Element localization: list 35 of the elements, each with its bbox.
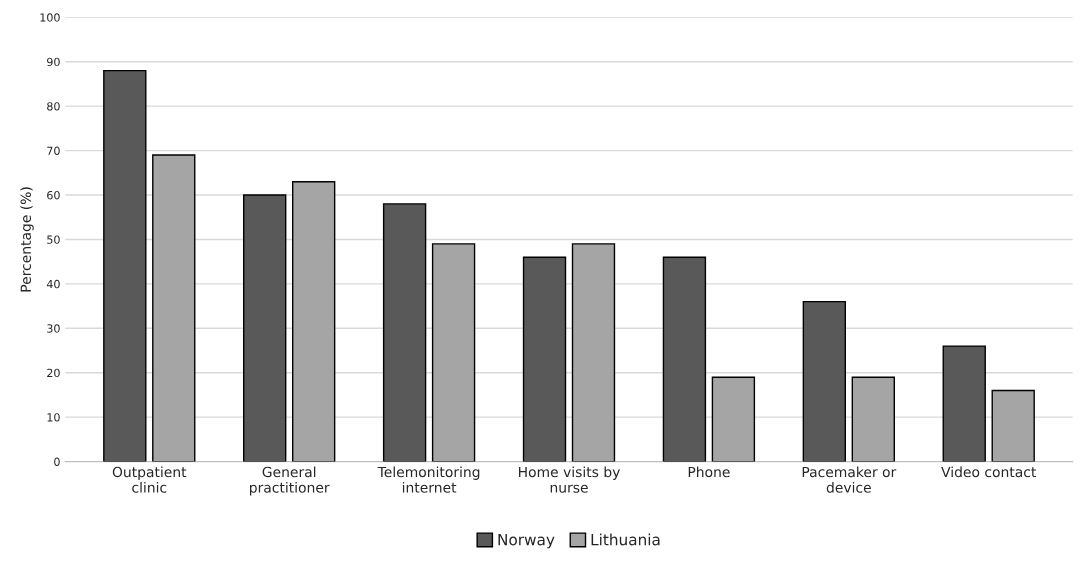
- x-tick-label: Home visits by nurse: [519, 466, 620, 493]
- y-tick-label: 30: [47, 324, 60, 333]
- x-tick-label: Outpatient clinic: [112, 466, 187, 493]
- y-tick-label: 90: [47, 57, 60, 67]
- bar: [942, 345, 986, 462]
- x-tick-label: Pacemaker or device: [802, 466, 897, 493]
- bar: [291, 181, 336, 462]
- bar: [991, 389, 1035, 462]
- bar: [522, 256, 567, 462]
- legend-label: Norway: [498, 534, 555, 549]
- y-tick-label: 20: [47, 368, 60, 378]
- y-tick-label: 50: [47, 235, 60, 244]
- y-tick-label: 60: [47, 191, 60, 200]
- bar: [571, 243, 616, 462]
- bar: [431, 243, 476, 462]
- bar: [382, 203, 427, 462]
- legend-label: Lithuania: [591, 533, 660, 546]
- bar: [851, 376, 895, 462]
- y-axis-title: Percentage (%): [20, 187, 34, 292]
- y-tick-label: 80: [47, 102, 60, 111]
- y-tick-label: 100: [40, 13, 60, 22]
- x-tick-label: Telemonitoring internet: [377, 466, 480, 493]
- y-tick-label: 10: [47, 413, 60, 422]
- bar: [802, 300, 847, 462]
- bar: [711, 376, 756, 462]
- bar: [103, 69, 147, 462]
- x-tick-label: Video contact: [941, 466, 1037, 478]
- x-tick-label: General practitioner: [250, 466, 330, 496]
- bar: [243, 194, 287, 462]
- y-tick-label: 70: [47, 146, 60, 155]
- x-tick-label: Phone: [688, 466, 730, 478]
- y-tick-label: 40: [46, 279, 60, 289]
- y-tick-label: 0: [54, 457, 60, 466]
- bar: [152, 154, 196, 462]
- bar: [662, 256, 707, 462]
